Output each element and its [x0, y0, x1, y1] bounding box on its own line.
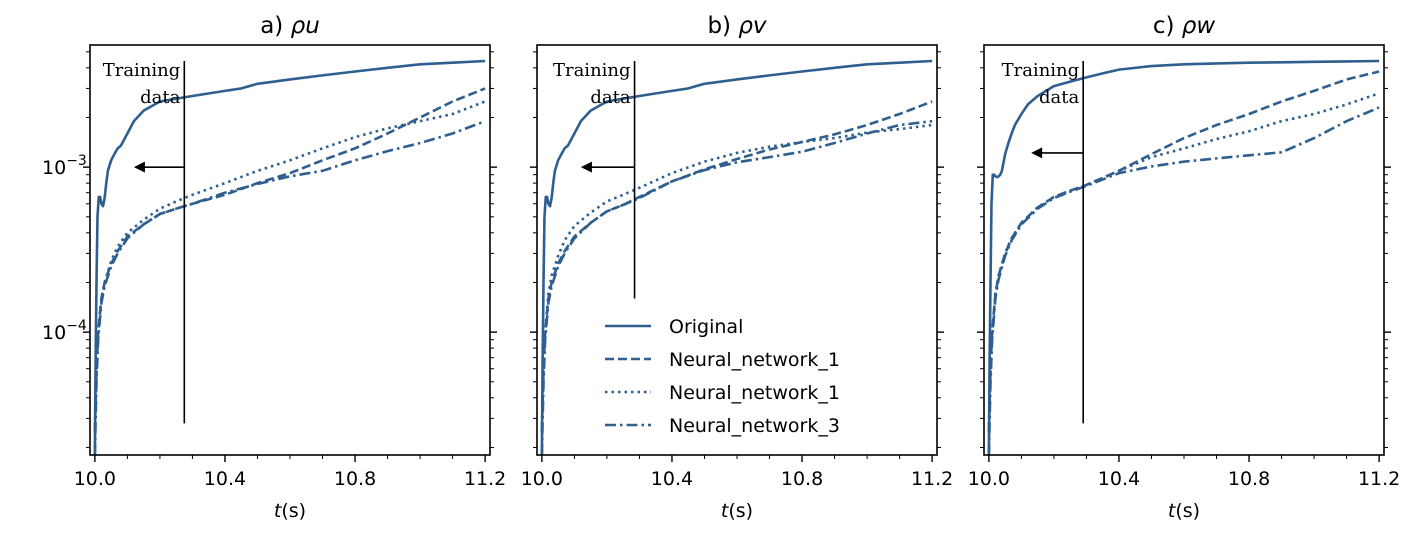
legend: Original Neural_network_1 Neural_network… [597, 306, 871, 446]
series-solid-line [93, 59, 486, 455]
x-tick-label: 11.2 [464, 468, 506, 490]
x-tick-label: 10.8 [1228, 468, 1270, 490]
panel-title: b) ρv [707, 13, 766, 39]
training-data-arrow-head [580, 161, 592, 173]
x-axis-label: t(s) [1168, 500, 1200, 522]
x-tick-label: 10.0 [521, 468, 563, 490]
x-tick-label: 11.2 [911, 468, 953, 490]
series-dotted-line [540, 123, 933, 432]
training-data-arrow-head [1031, 147, 1043, 159]
series-dashdot-line [93, 119, 486, 455]
x-axis-label: t(s) [274, 500, 306, 522]
y-tick-label: 10−3 [42, 153, 87, 179]
training-data-label-line1: Training [553, 60, 631, 81]
legend-label-nn1-dashed: Neural_network_1 [669, 349, 840, 371]
x-tick-label: 10.8 [334, 468, 376, 490]
training-data-label-line2: data [1039, 87, 1079, 108]
series-solid-line [987, 59, 1380, 455]
legend-label-original: Original [669, 316, 743, 338]
training-data-label-line2: data [590, 87, 630, 108]
x-tick-label: 10.4 [651, 468, 693, 490]
training-data-arrow-head [133, 161, 145, 173]
panel-1: Training data 10.0 10.4 10.8 11.2 10−3 10−4 a) ρ… [42, 13, 506, 522]
panel-title: c) ρw [1153, 13, 1216, 39]
training-data-label-line1: Training [1002, 60, 1080, 81]
panel-2: Training data 10.0 10.4 10.8 11.2 b) ρv t(s) [521, 13, 954, 522]
panel-title: a) ρu [260, 13, 320, 39]
x-tick-label: 10.8 [781, 468, 823, 490]
x-tick-label: 10.4 [1098, 468, 1140, 490]
series-dashdot-line [540, 119, 933, 455]
training-data-label-line2: data [140, 87, 180, 108]
series-dotted-line [987, 92, 1380, 432]
x-tick-label: 10.0 [968, 468, 1010, 490]
series-dashed-line [987, 70, 1380, 432]
panel-3: Training data 10.0 10.4 10.8 11.2 c) ρw t(s) [968, 13, 1401, 522]
x-tick-label: 10.0 [74, 468, 116, 490]
legend-frame [597, 306, 871, 446]
legend-label-nn1-dotted: Neural_network_1 [669, 382, 840, 404]
x-axis-label: t(s) [721, 500, 753, 522]
x-tick-label: 11.2 [1358, 468, 1400, 490]
x-tick-label: 10.4 [204, 468, 246, 490]
y-tick-label: 10−4 [42, 318, 87, 344]
series-dotted-line [93, 100, 486, 432]
series-solid-line [540, 59, 933, 455]
series-dashdot-line [987, 106, 1380, 455]
training-data-label-line1: Training [103, 60, 181, 81]
legend-label-nn3-dashdot: Neural_network_3 [669, 415, 840, 437]
